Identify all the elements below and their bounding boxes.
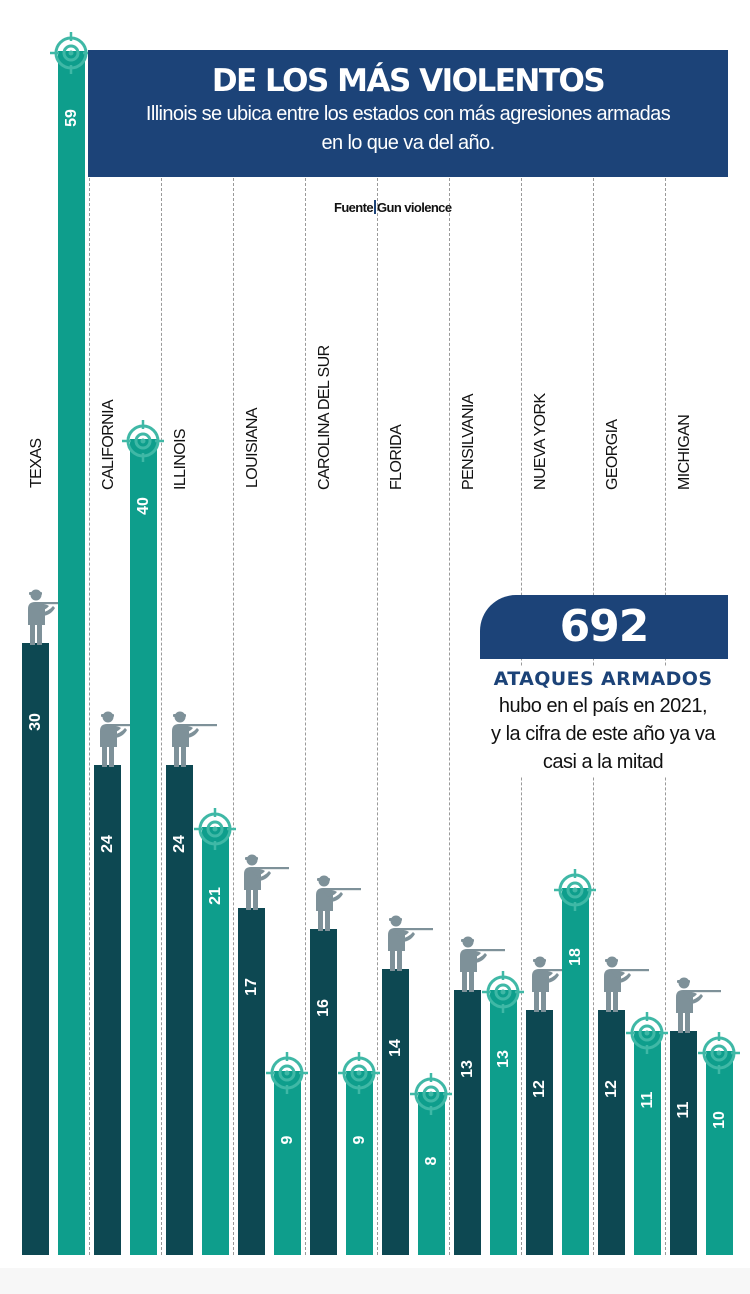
- bar-value-label: 24: [170, 835, 188, 853]
- source-credit: Fuente Gun violence: [334, 200, 452, 215]
- source-name: Gun violence: [377, 200, 452, 215]
- callout-headline: ATAQUES ARMADOS: [493, 668, 713, 690]
- bar-shooter-series: 11: [670, 1031, 697, 1255]
- bar-target-series: 13: [490, 990, 517, 1255]
- bar-value-label: 9: [350, 1135, 368, 1145]
- bar-value-label: 13: [458, 1060, 476, 1078]
- bar-target-series: 10: [706, 1051, 733, 1255]
- state-label-text: NUEVA YORK: [532, 393, 549, 490]
- header-banner: DE LOS MÁS VIOLENTOS Illinois se ubica e…: [88, 50, 728, 177]
- total-callout-box: 692: [480, 595, 728, 659]
- source-label: Fuente: [334, 200, 374, 215]
- state-label-text: GEORGIA: [604, 419, 621, 490]
- state-label-text: ILLINOIS: [172, 428, 189, 490]
- state-label-text: CAROLINA DEL SUR: [316, 345, 333, 490]
- bar-value-label: 40: [134, 497, 152, 515]
- bar-value-label: 10: [710, 1111, 728, 1129]
- bar-target-series: 59: [58, 51, 85, 1255]
- bar-target-series: 9: [346, 1071, 373, 1255]
- target-icon: [697, 1031, 741, 1075]
- grid-separator: [377, 178, 378, 1255]
- bar-shooter-series: 24: [94, 765, 121, 1255]
- bar-shooter-series: 30: [22, 643, 49, 1255]
- bar-value-label: 18: [566, 948, 584, 966]
- target-icon: [193, 807, 237, 851]
- shooter-icon: [671, 977, 723, 1035]
- footer-band: [0, 1268, 750, 1294]
- bar-value-label: 21: [206, 887, 224, 905]
- shooter-icon: [599, 956, 651, 1014]
- bar-shooter-series: 17: [238, 908, 265, 1255]
- bar-target-series: 9: [274, 1071, 301, 1255]
- target-icon: [625, 1011, 669, 1055]
- bar-value-label: 11: [638, 1091, 656, 1109]
- total-number: 692: [559, 601, 650, 652]
- shooter-icon: [23, 589, 75, 647]
- target-icon: [409, 1072, 453, 1116]
- bar-value-label: 12: [602, 1080, 620, 1098]
- target-icon: [265, 1051, 309, 1095]
- target-icon: [337, 1051, 381, 1095]
- bar-value-label: 9: [278, 1135, 296, 1145]
- shooter-icon: [95, 711, 147, 769]
- bar-shooter-series: 13: [454, 990, 481, 1255]
- shooter-icon: [311, 875, 363, 933]
- target-icon: [481, 970, 525, 1014]
- page-title: DE LOS MÁS VIOLENTOS: [211, 63, 606, 99]
- bar-value-label: 24: [98, 835, 116, 853]
- target-icon: [49, 31, 93, 75]
- shooter-icon: [239, 854, 291, 912]
- bar-value-label: 17: [242, 978, 260, 996]
- grid-separator: [89, 178, 90, 1255]
- bar-value-label: 30: [26, 713, 44, 731]
- subtitle-line-2: en lo que va del año.: [321, 132, 495, 154]
- bar-target-series: 8: [418, 1092, 445, 1255]
- bar-shooter-series: 24: [166, 765, 193, 1255]
- bar-target-series: 40: [130, 439, 157, 1255]
- state-label-text: FLORIDA: [388, 424, 405, 490]
- grid-separator: [449, 178, 450, 1255]
- callout-line-2: y la cifra de este año ya va: [491, 723, 715, 745]
- bar-value-label: 59: [62, 109, 80, 127]
- bar-value-label: 16: [314, 999, 332, 1017]
- state-label-text: PENSILVANIA: [460, 394, 477, 490]
- subtitle-line-1: Illinois se ubica entre los estados con …: [145, 103, 671, 125]
- bar-shooter-series: 12: [526, 1010, 553, 1255]
- bar-target-series: 11: [634, 1031, 661, 1255]
- grid-separator: [161, 178, 162, 1255]
- grid-separator: [233, 178, 234, 1255]
- state-label-text: MICHIGAN: [676, 414, 693, 490]
- bar-shooter-series: 16: [310, 929, 337, 1255]
- bar-value-label: 14: [386, 1039, 404, 1057]
- bar-target-series: 21: [202, 827, 229, 1255]
- callout-line-1: hubo en el país en 2021,: [498, 695, 708, 717]
- state-label-text: CALIFORNIA: [100, 399, 117, 490]
- callout-text: ATAQUES ARMADOS hubo en el país en 2021,…: [474, 666, 732, 776]
- bar-shooter-series: 12: [598, 1010, 625, 1255]
- target-icon: [121, 419, 165, 463]
- shooter-icon: [527, 956, 579, 1014]
- shooter-icon: [383, 915, 435, 973]
- target-icon: [553, 868, 597, 912]
- state-label-text: LOUISIANA: [244, 408, 261, 488]
- bar-value-label: 12: [530, 1080, 548, 1098]
- bar-value-label: 8: [422, 1156, 440, 1166]
- callout-line-3: casi a la mitad: [542, 751, 664, 773]
- source-separator: [374, 200, 377, 214]
- shooter-icon: [455, 936, 507, 994]
- bar-value-label: 11: [674, 1101, 692, 1119]
- shooter-icon: [167, 711, 219, 769]
- bar-target-series: 18: [562, 888, 589, 1255]
- bar-shooter-series: 14: [382, 969, 409, 1255]
- grid-separator: [305, 178, 306, 1255]
- state-label-text: TEXAS: [28, 438, 45, 488]
- bar-value-label: 13: [494, 1050, 512, 1068]
